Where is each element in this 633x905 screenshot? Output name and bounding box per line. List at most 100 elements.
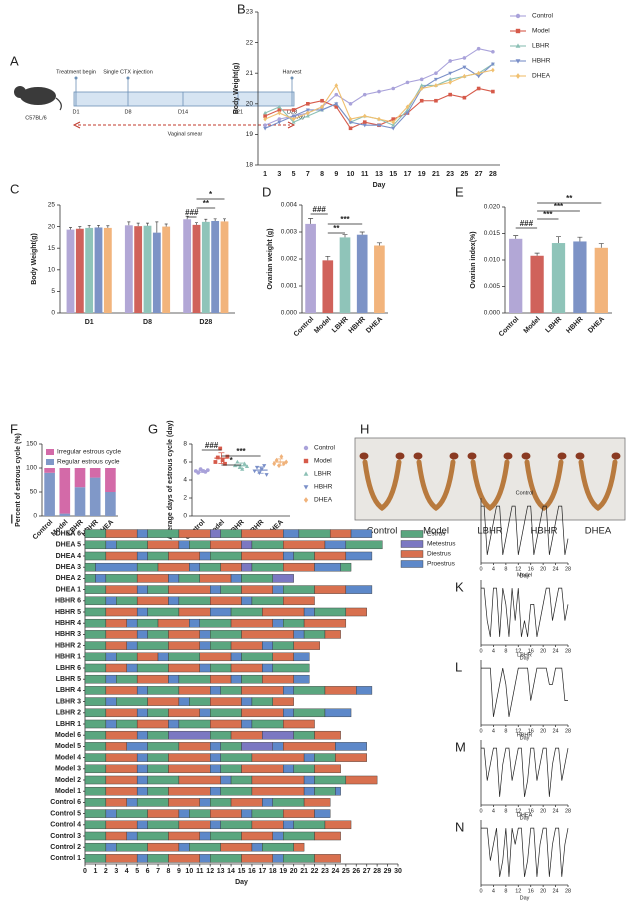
x-tick-label: 28 [489, 171, 497, 178]
row-label: Model 2 [55, 777, 81, 784]
stage-segment [272, 574, 294, 583]
row-label: DHEA 4 [56, 553, 82, 560]
marker [362, 92, 367, 97]
marker [277, 104, 282, 109]
stage-segment [230, 641, 263, 650]
x-tick-label: 22 [311, 868, 319, 875]
y-tick-label: 18 [246, 162, 254, 169]
marker [491, 67, 495, 73]
stage-segment [168, 719, 180, 729]
marker [515, 59, 521, 64]
stage-segment [314, 775, 347, 785]
stage-segment [220, 820, 253, 830]
y-tick-label: 0.010 [484, 257, 501, 264]
stage-segment [230, 607, 263, 617]
y-tick-label: 23 [246, 9, 254, 16]
stage-segment [147, 529, 180, 538]
stage-segment [293, 686, 326, 695]
stage-segment [303, 630, 326, 639]
stage-segment [147, 775, 180, 785]
sig-label: * [230, 456, 234, 465]
stage-segment [147, 708, 169, 718]
x-tick-label: 12 [515, 808, 521, 814]
x-tick-label: 11 [361, 171, 369, 178]
stage-segment [136, 562, 159, 572]
stage-segment [241, 809, 253, 818]
stage-segment [189, 842, 221, 852]
stage-segment [116, 540, 148, 550]
stage-segment [168, 652, 200, 662]
photo-label: Model [423, 526, 449, 537]
marker [213, 460, 218, 464]
stage-segment [314, 585, 347, 594]
stage-segment [136, 596, 169, 606]
stage-segment [272, 641, 294, 650]
marker [291, 116, 296, 122]
ovary [395, 452, 405, 460]
row-label: Model 3 [55, 766, 81, 773]
stage-segment [105, 551, 138, 561]
row-label: DHEA 2 [56, 575, 82, 582]
stage-segment [209, 529, 221, 538]
y-tick-label: 20 [48, 223, 56, 230]
stage-segment [178, 775, 221, 785]
stage-segment [168, 764, 211, 774]
marker [279, 454, 284, 460]
bar [374, 245, 385, 313]
error-bar [325, 255, 331, 261]
x-tick-label: 16 [528, 888, 534, 894]
stage-segment [314, 730, 341, 740]
row-label: Control 6 [50, 799, 81, 806]
stage-segment [220, 742, 242, 751]
stage-segment [199, 663, 211, 673]
stage-segment [126, 663, 138, 673]
marker [303, 485, 309, 490]
marker [515, 43, 521, 48]
sig-label: *** [340, 215, 350, 224]
stage-segment [283, 585, 315, 594]
stage-segment [84, 652, 107, 662]
stage-segment [136, 764, 148, 774]
stage-segment [84, 585, 107, 594]
marker [303, 445, 309, 451]
mouse-head [14, 86, 26, 98]
bar [305, 223, 316, 313]
bar-segment [74, 487, 86, 516]
stage-segment [189, 809, 211, 818]
y-tick-label: 0 [183, 513, 187, 520]
stage-segment [136, 607, 148, 617]
stage-segment [209, 540, 242, 550]
bar-segment [44, 472, 55, 516]
row-label: DHEA 6 [56, 530, 82, 537]
marker [476, 74, 481, 79]
chart-title: DHEA [517, 812, 533, 818]
stage-segment [105, 585, 138, 594]
stage-segment [293, 674, 310, 684]
row-label: LBHR 5 [56, 676, 81, 683]
stage-segment [220, 764, 242, 774]
stage-segment [283, 562, 315, 572]
x-tick-label: 25 [461, 171, 469, 178]
marker [306, 110, 310, 116]
x-tick-label: 26 [352, 868, 360, 875]
x-tick-label: 28 [565, 728, 571, 734]
stage-segment [136, 798, 169, 807]
marker [462, 73, 467, 79]
marker [235, 459, 240, 464]
event-dot [126, 76, 130, 80]
marker [303, 497, 309, 503]
stage-segment [136, 820, 148, 830]
stage-segment [136, 854, 148, 863]
legend-swatch [400, 560, 424, 568]
x-tick-label: 0 [83, 868, 87, 875]
stage-segment [199, 708, 211, 718]
stage-segment [157, 562, 190, 572]
marker [448, 59, 452, 63]
bar [551, 243, 566, 313]
stage-segment [147, 753, 169, 762]
stage-segment [178, 719, 211, 729]
stage-segment [272, 663, 310, 673]
stage-segment [283, 618, 305, 628]
stage-segment [335, 742, 367, 751]
x-tick-label: 13 [217, 868, 225, 875]
